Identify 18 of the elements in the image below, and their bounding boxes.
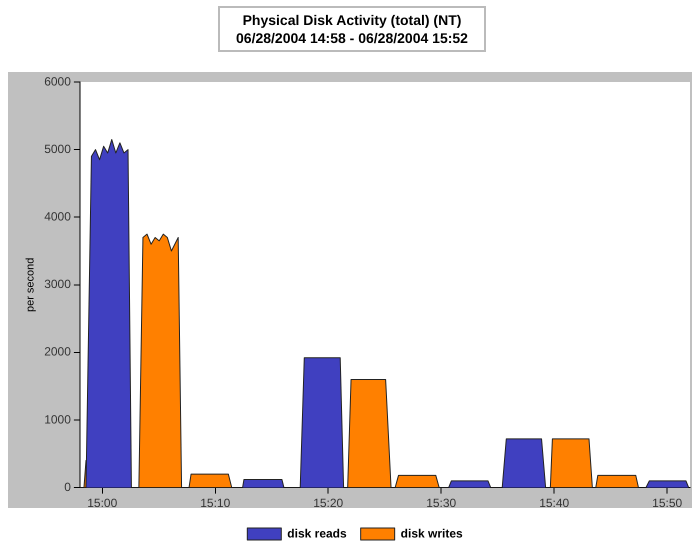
y-axis-title: per second [24,258,37,312]
x-tick-label: 15:50 [652,496,682,510]
y-tick-label: 4000 [44,210,72,224]
x-tick-label: 15:20 [313,496,344,510]
y-tick-label: 0 [64,480,72,494]
legend-label: disk reads [287,526,347,540]
y-tick-label: 5000 [44,142,72,156]
y-tick-label: 3000 [44,277,72,292]
legend-label: disk writes [400,526,464,540]
y-tick-label: 6000 [44,74,72,88]
y-tick-label: 2000 [44,344,72,359]
x-tick-label: 15:10 [200,496,231,510]
y-tick-label: 1000 [44,412,72,426]
x-tick-label: 15:00 [87,496,118,510]
chart-title: Physical Disk Activity (total) (NT) [242,11,462,29]
chart-subtitle: 06/28/2004 14:58 - 06/28/2004 15:52 [235,29,469,47]
x-tick-label: 15:30 [426,496,457,510]
x-tick-label: 15:40 [539,496,570,510]
